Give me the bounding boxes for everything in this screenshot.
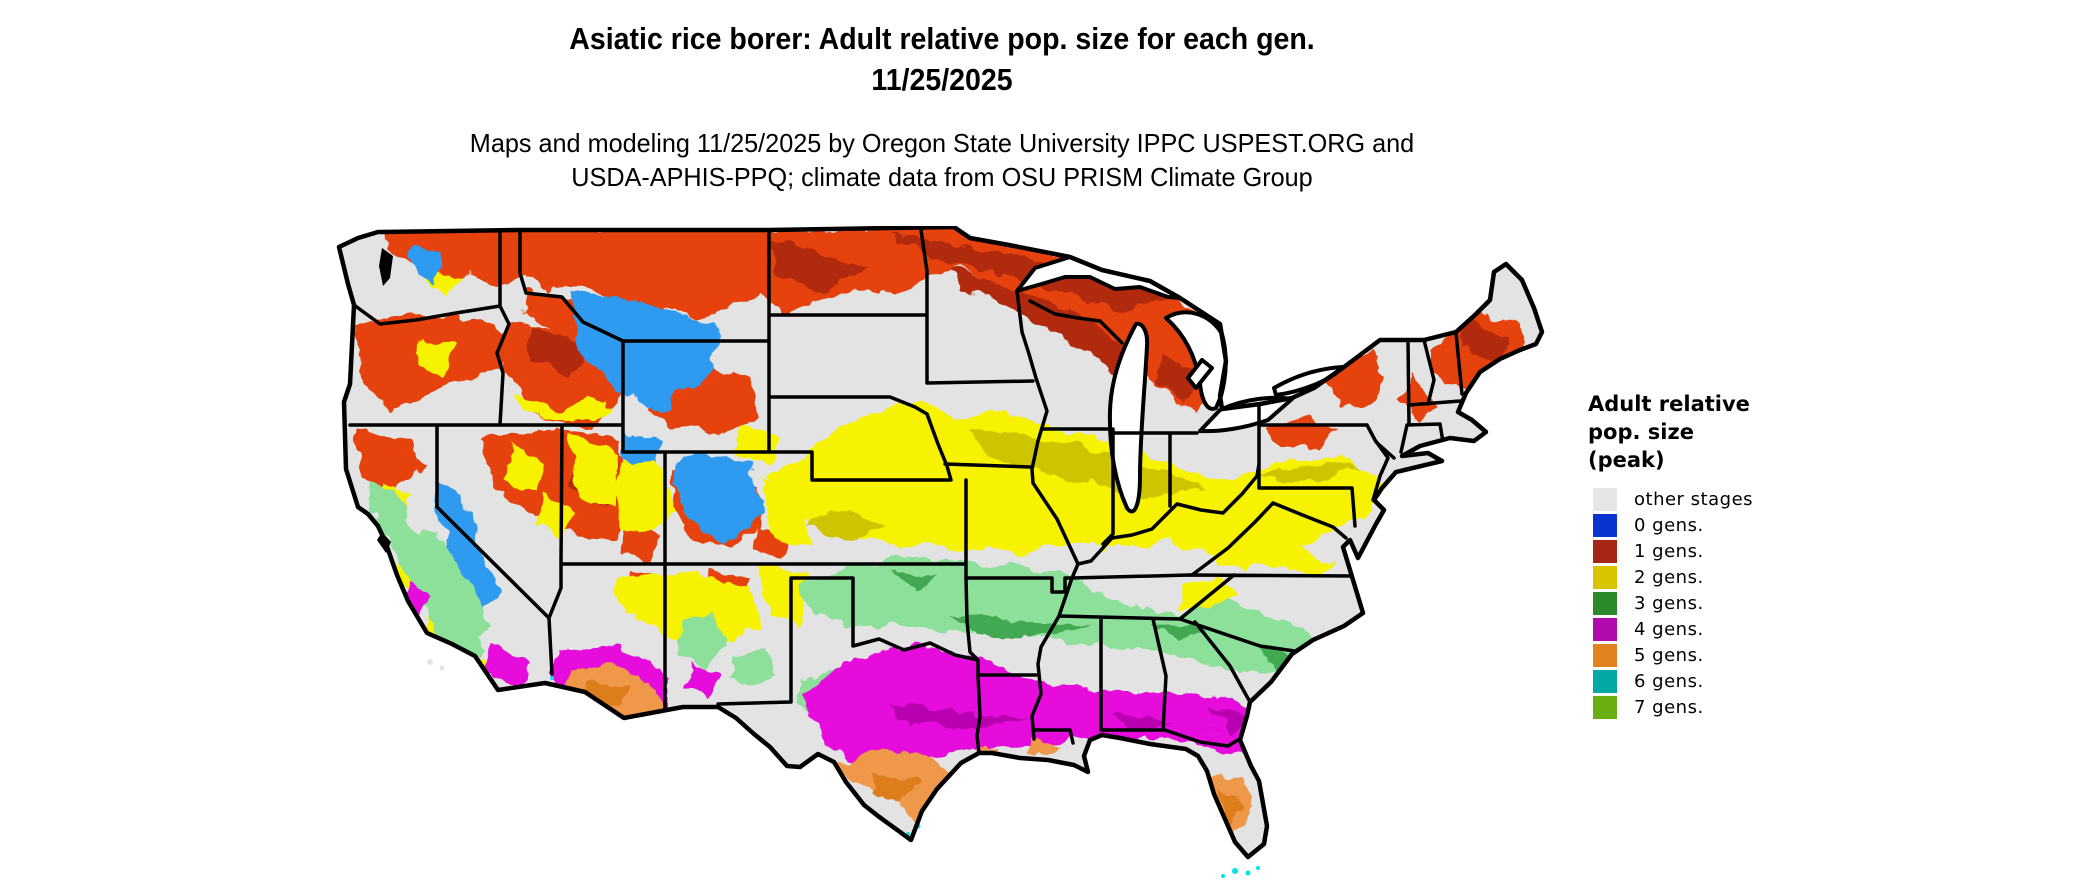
legend-title-line-1: Adult relative bbox=[1588, 392, 1750, 416]
legend-items: other stages 0 gens. 1 gens. 2 gens. 3 g… bbox=[1588, 486, 1888, 720]
header: Asiatic rice borer: Adult relative pop. … bbox=[0, 18, 1884, 194]
subtitle-line-1: Maps and modeling 11/25/2025 by Oregon S… bbox=[469, 128, 1415, 158]
legend-item: 1 gens. bbox=[1588, 538, 1888, 564]
legend-swatch bbox=[1593, 487, 1617, 511]
legend-title-line-2: pop. size bbox=[1588, 420, 1694, 444]
band-2-gens-yellow-shading bbox=[808, 428, 1360, 542]
subtitle-line-2: USDA-APHIS-PPQ; climate data from OSU PR… bbox=[571, 162, 1313, 192]
legend-item-label: 6 gens. bbox=[1634, 670, 1704, 692]
band-3-gens-green-shading bbox=[890, 571, 1310, 672]
legend-swatch bbox=[1593, 565, 1617, 589]
legend-swatch bbox=[1593, 643, 1617, 667]
subtitle: Maps and modeling 11/25/2025 by Oregon S… bbox=[0, 126, 1884, 194]
legend-item: 3 gens. bbox=[1588, 590, 1888, 616]
legend-item-label: 7 gens. bbox=[1634, 696, 1704, 718]
us-map bbox=[330, 226, 1555, 888]
lake-huron bbox=[1164, 310, 1228, 411]
legend-item-label: other stages bbox=[1634, 488, 1754, 510]
legend-item-label: 3 gens. bbox=[1634, 592, 1704, 614]
great-lakes bbox=[1015, 255, 1345, 514]
us-map-svg bbox=[330, 226, 1555, 878]
legend-item-label: 4 gens. bbox=[1634, 618, 1704, 640]
legend-item-label: 5 gens. bbox=[1634, 644, 1704, 666]
legend-item-label: 0 gens. bbox=[1634, 514, 1704, 536]
legend-item: 0 gens. bbox=[1588, 512, 1888, 538]
legend-item: 7 gens. bbox=[1588, 694, 1888, 720]
saginaw-bay bbox=[1186, 358, 1214, 390]
page-title: Asiatic rice borer: Adult relative pop. … bbox=[569, 21, 1315, 56]
legend-swatch bbox=[1593, 617, 1617, 641]
state-borders bbox=[348, 228, 1464, 755]
legend-item: other stages bbox=[1588, 486, 1888, 512]
legend-title-line-3: (peak) bbox=[1588, 448, 1665, 472]
legend-swatch bbox=[1593, 669, 1617, 693]
page-title-date: 11/25/2025 bbox=[871, 62, 1013, 97]
legend-swatch bbox=[1593, 513, 1617, 537]
lake-michigan bbox=[1107, 321, 1150, 514]
legend-item-label: 2 gens. bbox=[1634, 566, 1704, 588]
legend: Adult relative pop. size (peak) other st… bbox=[1588, 390, 1888, 720]
legend-swatch bbox=[1593, 539, 1617, 563]
band-4-gens-magenta-shading bbox=[890, 704, 1255, 734]
puget-sound bbox=[379, 248, 393, 286]
legend-swatch bbox=[1593, 591, 1617, 615]
legend-item: 5 gens. bbox=[1588, 642, 1888, 668]
channel-islands bbox=[427, 659, 445, 671]
legend-item: 6 gens. bbox=[1588, 668, 1888, 694]
legend-swatch bbox=[1593, 695, 1617, 719]
legend-item: 4 gens. bbox=[1588, 616, 1888, 642]
legend-item-label: 1 gens. bbox=[1634, 540, 1704, 562]
band-0-gens-blue bbox=[409, 244, 762, 608]
band-2-gens-yellow bbox=[377, 268, 1380, 684]
legend-item: 2 gens. bbox=[1588, 564, 1888, 590]
san-francisco-bay bbox=[377, 532, 391, 553]
